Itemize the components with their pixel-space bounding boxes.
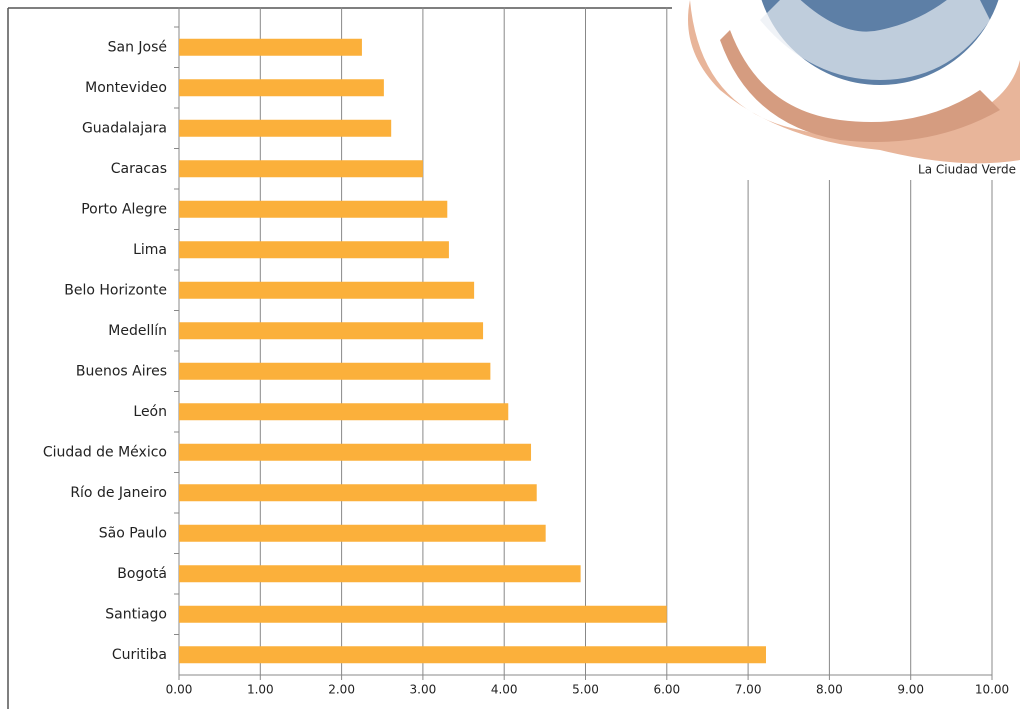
x-tick-label: 6.00 — [653, 683, 680, 697]
bar — [179, 322, 483, 339]
y-tick-label: Belo Horizonte — [64, 282, 167, 298]
x-tick-label: 1.00 — [247, 683, 274, 697]
y-tick-label: Montevideo — [85, 80, 167, 96]
x-tick-label: 9.00 — [897, 683, 924, 697]
chart: La Ciudad Verde 0.00 1.00 2.00 3.00 4.00 5.00… — [0, 0, 1020, 709]
bar — [179, 606, 667, 623]
y-tick-label: Buenos Aires — [76, 363, 167, 379]
bar — [179, 39, 362, 56]
bar — [179, 525, 546, 542]
y-tick-label: Lima — [133, 242, 167, 258]
bar — [179, 201, 447, 218]
x-tick-label: 5.00 — [572, 683, 599, 697]
y-tick-label: Caracas — [111, 161, 167, 177]
bar — [179, 79, 384, 96]
y-tick-label: Santiago — [105, 606, 167, 622]
x-tick-label: 7.00 — [735, 683, 762, 697]
bar — [179, 241, 449, 258]
y-tick-label: León — [133, 404, 167, 420]
bar — [179, 160, 423, 177]
x-tick-label: 3.00 — [410, 683, 437, 697]
bar — [179, 565, 581, 582]
bar — [179, 444, 531, 461]
y-tick-label: Medellín — [108, 323, 167, 339]
y-tick-label: San José — [108, 39, 167, 55]
y-tick-label: São Paulo — [99, 525, 167, 541]
x-tick-label: 8.00 — [816, 683, 843, 697]
x-tick-label: 2.00 — [328, 683, 355, 697]
y-tick-label: Guadalajara — [82, 120, 167, 136]
bar — [179, 646, 766, 663]
y-tick-label: Ciudad de México — [43, 444, 167, 460]
annotation: La Ciudad Verde — [918, 163, 1016, 177]
y-tick-label: Porto Alegre — [81, 201, 167, 217]
x-tick-label: 10.00 — [975, 683, 1009, 697]
bar — [179, 403, 508, 420]
x-tick-label: 0.00 — [166, 683, 193, 697]
globe-image: La Ciudad Verde — [672, 0, 1020, 180]
bar — [179, 484, 537, 501]
bar — [179, 120, 391, 137]
bar — [179, 282, 474, 299]
y-tick-label: Bogotá — [117, 566, 167, 582]
x-tick-label: 4.00 — [491, 683, 518, 697]
bar — [179, 363, 490, 380]
y-tick-label: Curitiba — [112, 647, 167, 663]
y-tick-label: Río de Janeiro — [70, 485, 167, 501]
